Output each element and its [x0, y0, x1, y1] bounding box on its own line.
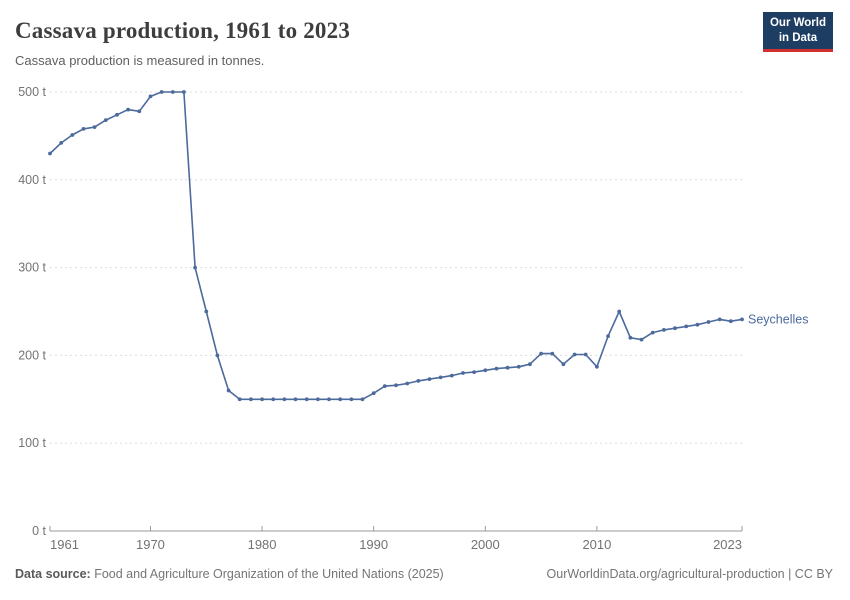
data-point [81, 126, 86, 131]
data-point [215, 353, 220, 358]
data-point [740, 317, 744, 322]
data-point [505, 365, 510, 370]
data-point [572, 352, 577, 357]
data-point [115, 112, 119, 117]
x-axis-label: 1990 [359, 537, 388, 552]
data-point [695, 322, 700, 327]
data-point [182, 90, 186, 94]
data-point [394, 383, 398, 388]
data-point [684, 324, 689, 329]
y-axis-label: 200 t [18, 348, 46, 362]
data-point [48, 151, 52, 156]
data-point [583, 352, 588, 357]
chart-footer: Data source: Food and Agriculture Organi… [15, 567, 833, 581]
data-point [717, 317, 722, 322]
data-point [271, 397, 276, 402]
data-point [639, 337, 644, 342]
y-axis-label: 500 t [18, 85, 46, 99]
data-point [92, 125, 97, 129]
data-point [673, 326, 677, 331]
data-point [628, 335, 633, 340]
data-point [159, 90, 164, 94]
owid-logo-line1: Our World [769, 17, 826, 29]
data-point [249, 397, 253, 402]
data-point [327, 397, 331, 402]
data-point [405, 381, 410, 386]
data-point [550, 351, 555, 356]
x-axis-label: 1970 [136, 537, 165, 552]
data-point [438, 375, 443, 380]
credit-line: OurWorldinData.org/agricultural-producti… [546, 567, 833, 581]
x-axis-label: 2010 [582, 537, 611, 552]
data-point [494, 366, 499, 371]
y-axis-label: 300 t [18, 261, 46, 275]
data-source: Data source: Food and Agriculture Organi… [15, 567, 444, 581]
data-point [539, 351, 543, 356]
data-point [449, 373, 454, 378]
x-axis-label: 2000 [471, 537, 500, 552]
y-axis-label: 0 t [32, 524, 46, 538]
data-point [70, 133, 75, 137]
data-point [662, 328, 666, 332]
chart-subtitle: Cassava production is measured in tonnes… [15, 53, 265, 68]
data-point [338, 397, 343, 402]
data-point [382, 384, 387, 388]
data-point [170, 90, 175, 94]
data-source-label: Data source: [15, 567, 91, 581]
data-point [304, 397, 309, 402]
data-point [193, 265, 198, 270]
x-axis-label: 2023 [713, 537, 742, 552]
data-point [483, 368, 488, 373]
data-point [137, 109, 142, 114]
series-label-seychelles: Seychelles [748, 312, 808, 326]
data-point [561, 362, 566, 367]
data-point [282, 397, 287, 402]
y-axis-label: 100 t [18, 436, 46, 450]
data-point [461, 371, 465, 375]
data-point [226, 388, 231, 393]
data-point [360, 397, 365, 402]
data-point [204, 309, 209, 314]
data-point [59, 141, 64, 145]
y-axis-label: 400 t [18, 173, 46, 187]
data-point [706, 320, 711, 324]
data-point [260, 397, 264, 402]
data-point [371, 391, 376, 396]
data-point [349, 397, 354, 402]
x-axis-label: 1980 [248, 537, 277, 552]
data-point [606, 334, 610, 338]
owid-logo-line2: in Data [778, 31, 818, 44]
data-point [103, 118, 108, 122]
data-point [237, 397, 242, 402]
data-point [617, 309, 622, 314]
data-point [416, 379, 421, 383]
data-point [528, 362, 532, 367]
chart-title: Cassava production, 1961 to 2023 [15, 18, 351, 43]
data-point [650, 330, 655, 335]
data-point [316, 397, 320, 402]
data-point [148, 94, 153, 99]
owid-logo: Our World in Data [762, 12, 833, 52]
data-point [293, 397, 298, 402]
data-point [126, 107, 130, 112]
data-point [595, 364, 599, 369]
data-point [516, 364, 521, 369]
data-point [728, 319, 733, 324]
data-line-seychelles [49, 91, 743, 401]
data-point [427, 377, 432, 381]
data-point [472, 370, 476, 374]
data-source-text: Food and Agriculture Organization of the… [90, 567, 444, 581]
x-axis-label: 1961 [50, 537, 79, 552]
